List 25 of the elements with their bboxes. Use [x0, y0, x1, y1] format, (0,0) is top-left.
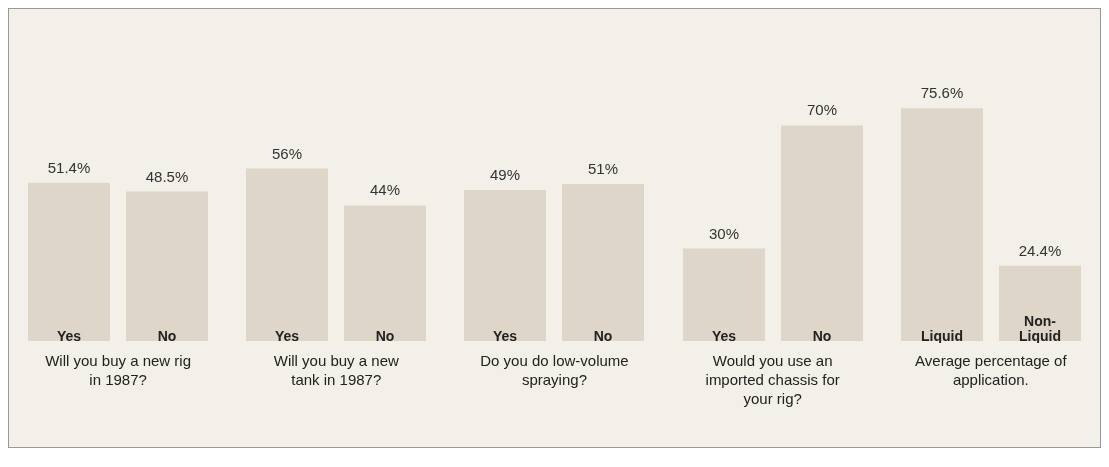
x-axis-title: Will you buy a new tank in 1987? — [272, 351, 400, 390]
x-tick-label: No — [157, 328, 177, 344]
x-axis-title: Will you buy a new rig in 1987? — [44, 351, 193, 390]
data-label: 24.4% — [1018, 241, 1062, 259]
x-tick-label: Non-Liquid — [1018, 313, 1061, 344]
x-tick-label: No — [375, 328, 395, 344]
data-label: 51.4% — [47, 158, 91, 176]
x-tick-label: Liquid — [920, 328, 963, 344]
data-label: 44% — [370, 181, 401, 199]
x-tick-label: No — [594, 328, 613, 344]
x-tick-label: Yes — [275, 328, 300, 344]
x-axis-title: Average percentage of application. — [914, 351, 1068, 390]
x-axis-title: Do you do low-volume spraying? — [479, 351, 630, 390]
x-tick-label: Yes — [57, 328, 82, 344]
data-label: 49% — [490, 166, 521, 184]
data-label: 51% — [588, 159, 619, 177]
data-label: 70% — [806, 101, 837, 119]
data-label: 75.6% — [920, 84, 964, 102]
x-tick-label: Yes — [711, 328, 736, 344]
x-tick-label: Yes — [493, 328, 518, 344]
data-label: 56% — [272, 144, 303, 162]
data-label: 48.5% — [145, 167, 189, 185]
x-tick-label: No — [812, 328, 831, 344]
x-axis-title: Would you use an imported chassis for your rig? — [704, 351, 841, 409]
data-label: 30% — [708, 224, 739, 242]
